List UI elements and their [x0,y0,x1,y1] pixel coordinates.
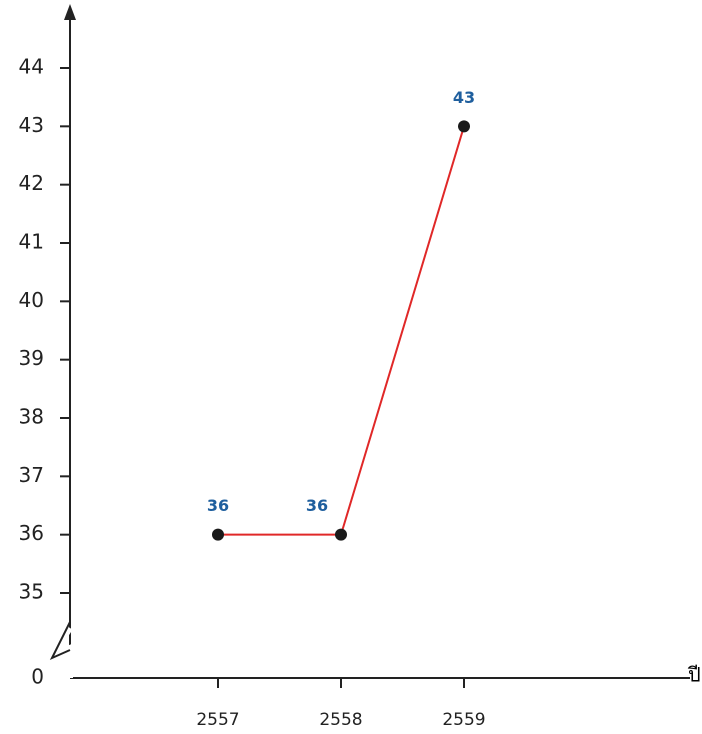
data-point [212,528,224,541]
data-point [458,120,470,133]
x-tick-label: 2559 [442,710,485,730]
data-label: 36 [207,496,229,515]
x-tick-label: 2558 [319,710,362,730]
axis-break [49,621,71,661]
y-tick-label: 41 [19,230,44,254]
data-line [218,126,465,536]
x-axis-label: ปี [688,663,701,687]
y-tick-label: 39 [19,346,44,370]
y-tick-label: 36 [19,521,44,545]
y-tick-label: 35 [19,580,44,604]
y-tick-label: 40 [19,288,44,312]
y-tick-label: 0 [31,665,44,689]
y-tick-label: 44 [19,55,44,79]
y-tick-label: 43 [19,113,44,137]
y-axis-arrow [64,4,76,20]
data-label: 36 [306,496,328,515]
y-tick-label: 42 [19,171,44,195]
x-tick-label: 2557 [196,710,239,730]
y-tick-label: 38 [19,405,44,429]
data-label: 43 [453,88,475,107]
y-tick-label: 37 [19,463,44,487]
data-point [335,528,347,541]
